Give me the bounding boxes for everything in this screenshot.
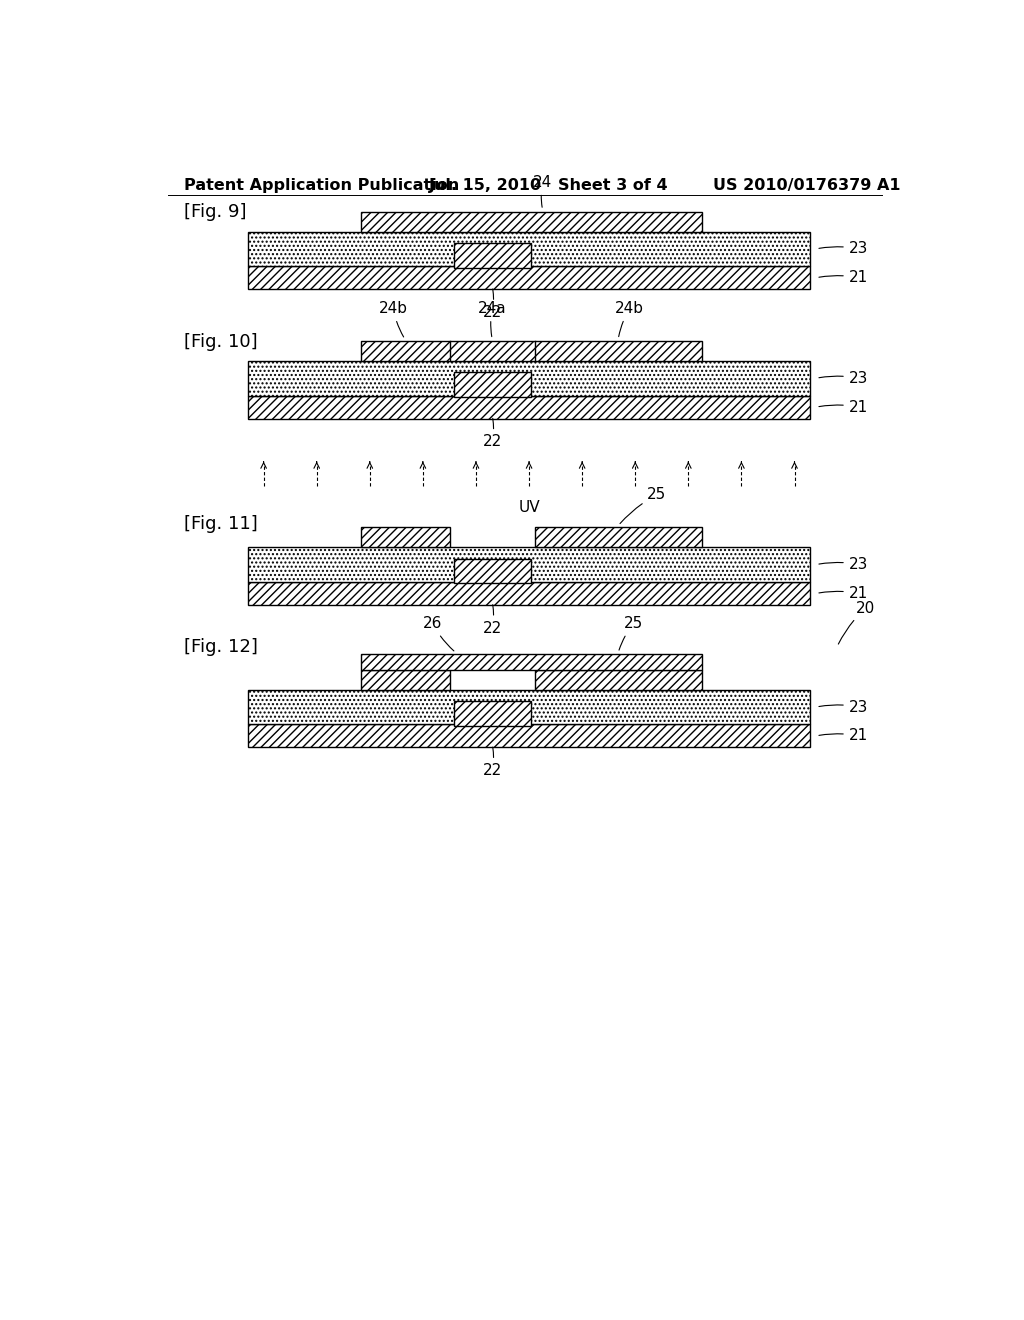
Text: UV: UV — [518, 499, 540, 515]
Text: 22: 22 — [482, 418, 502, 449]
Text: Patent Application Publication: Patent Application Publication — [183, 178, 459, 193]
Bar — [248, 231, 810, 267]
Bar — [360, 655, 701, 669]
Bar — [248, 725, 810, 747]
Bar — [454, 243, 531, 268]
Text: Jul. 15, 2010   Sheet 3 of 4: Jul. 15, 2010 Sheet 3 of 4 — [429, 178, 669, 193]
Text: 26: 26 — [423, 616, 454, 651]
Bar — [535, 527, 701, 548]
Bar — [248, 582, 810, 605]
Bar — [248, 360, 810, 396]
Text: 24: 24 — [534, 174, 552, 207]
Text: 24b: 24b — [615, 301, 644, 337]
Bar — [454, 701, 531, 726]
Bar — [360, 527, 450, 548]
Text: 24a: 24a — [478, 301, 507, 337]
Text: 25: 25 — [620, 616, 643, 649]
Text: 23: 23 — [819, 700, 868, 714]
Text: 20: 20 — [839, 601, 876, 644]
Text: [Fig. 11]: [Fig. 11] — [183, 515, 258, 533]
Text: 23: 23 — [819, 557, 868, 572]
Text: 22: 22 — [482, 289, 502, 319]
Bar — [360, 669, 450, 689]
Bar — [360, 211, 701, 231]
Bar — [360, 341, 701, 360]
Bar — [248, 396, 810, 418]
Text: US 2010/0176379 A1: US 2010/0176379 A1 — [713, 178, 901, 193]
Text: 24b: 24b — [379, 301, 408, 337]
Bar — [454, 372, 531, 397]
Text: 21: 21 — [819, 271, 868, 285]
Bar — [454, 558, 531, 583]
Text: 23: 23 — [819, 242, 868, 256]
Text: [Fig. 9]: [Fig. 9] — [183, 203, 247, 222]
Text: 21: 21 — [819, 586, 868, 601]
Text: 23: 23 — [819, 371, 868, 385]
Bar — [535, 669, 701, 689]
Text: 21: 21 — [819, 400, 868, 414]
Text: 22: 22 — [482, 605, 502, 636]
Text: 21: 21 — [819, 729, 868, 743]
Text: [Fig. 12]: [Fig. 12] — [183, 639, 258, 656]
Bar — [248, 689, 810, 725]
Text: 25: 25 — [620, 487, 667, 524]
Text: [Fig. 10]: [Fig. 10] — [183, 333, 257, 351]
Bar — [248, 548, 810, 582]
Bar — [248, 267, 810, 289]
Text: 22: 22 — [482, 747, 502, 777]
